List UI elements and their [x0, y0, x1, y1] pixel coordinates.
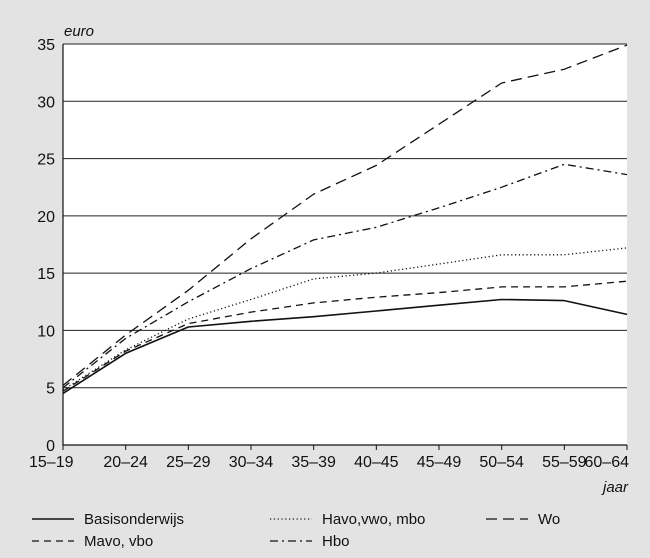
x-tick-label: 35–39: [291, 454, 336, 471]
y-tick-label: 20: [37, 209, 55, 226]
label-layer: euro jaar: [64, 23, 629, 496]
y-tick-label: 5: [46, 381, 55, 398]
y-tick-label: 10: [37, 323, 55, 340]
x-tick-label: 40–45: [354, 454, 399, 471]
grid-layer: [63, 43, 627, 445]
legend-label: Mavo, vbo: [84, 533, 153, 550]
x-tick-label: 25–29: [166, 454, 211, 471]
legend: Basisonderwijs Mavo, vbo Havo,vwo, mbo Hbo W…: [32, 511, 560, 550]
series-line-wo: [62, 44, 628, 386]
x-tick-label: 45–49: [417, 454, 462, 471]
x-tick-label: 20–24: [103, 454, 148, 471]
x-tick-label: 50–54: [479, 454, 524, 471]
x-tick-label: 15–19: [29, 454, 74, 471]
series-line-mavo-vbo: [62, 280, 628, 392]
x-tick-label: 55–59: [542, 454, 587, 471]
y-tick-label: 35: [37, 37, 55, 54]
y-tick-label: 15: [37, 266, 55, 283]
x-tick-label: 60–64: [585, 454, 630, 471]
series-layer: [62, 44, 628, 395]
legend-label: Hbo: [322, 533, 350, 550]
series-line-basisonderwijs: [62, 298, 628, 395]
y-tick-label: 30: [37, 94, 55, 111]
x-tick-label: 30–34: [229, 454, 274, 471]
y-tick-label: 25: [37, 152, 55, 169]
y-tick-label: 0: [46, 438, 55, 455]
axis-layer: 0 5 10 15 20 25 30 35 15–19 20–24 25–29 30–34 35–39 4…: [29, 37, 629, 471]
x-axis-unit-label: jaar: [601, 479, 629, 496]
legend-label: Wo: [538, 511, 560, 528]
plot-area: [63, 44, 627, 445]
legend-label: Basisonderwijs: [84, 511, 184, 528]
series-line-hbo: [62, 163, 628, 389]
y-axis-unit-label: euro: [64, 23, 94, 40]
legend-label: Havo,vwo, mbo: [322, 511, 425, 528]
